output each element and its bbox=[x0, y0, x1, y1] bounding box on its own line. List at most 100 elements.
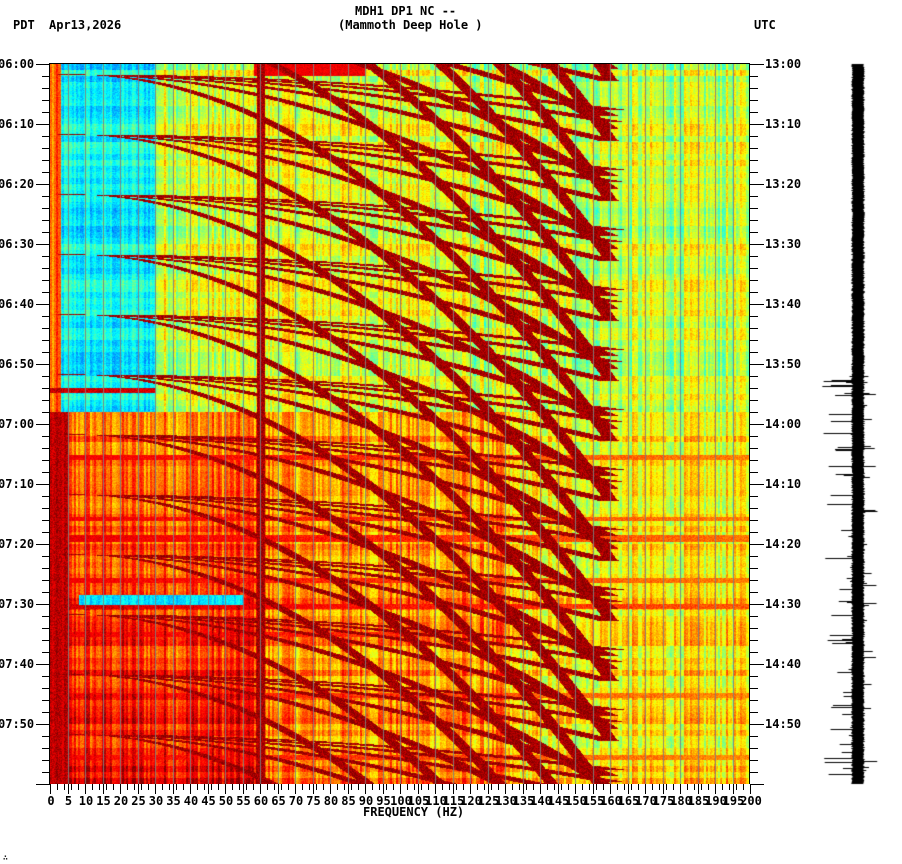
major-tick bbox=[36, 664, 50, 665]
frequency-label: 135 bbox=[512, 794, 535, 808]
right-time-label: 13:20 bbox=[765, 177, 802, 191]
x-minor-tick bbox=[232, 784, 233, 790]
x-major-tick bbox=[645, 784, 646, 794]
left-time-label: 06:00 bbox=[0, 57, 35, 71]
x-major-tick bbox=[103, 784, 104, 794]
frequency-label: 5 bbox=[64, 794, 73, 808]
x-minor-tick bbox=[323, 784, 324, 790]
minor-tick bbox=[750, 280, 758, 281]
frequency-label: 75 bbox=[306, 794, 321, 808]
minor-tick bbox=[750, 640, 758, 641]
x-minor-tick bbox=[169, 784, 170, 790]
x-major-tick bbox=[278, 784, 279, 794]
x-minor-tick bbox=[589, 784, 590, 790]
minor-tick bbox=[750, 388, 758, 389]
minor-tick bbox=[42, 388, 50, 389]
x-minor-tick bbox=[162, 784, 163, 790]
minor-tick bbox=[750, 532, 758, 533]
minor-tick bbox=[750, 148, 758, 149]
x-major-tick bbox=[173, 784, 174, 794]
minor-tick bbox=[42, 580, 50, 581]
frequency-label: 190 bbox=[705, 794, 727, 808]
minor-tick bbox=[750, 328, 758, 329]
x-major-tick bbox=[190, 784, 191, 794]
right-time-label: 13:10 bbox=[765, 117, 802, 131]
x-major-tick bbox=[85, 784, 86, 794]
minor-tick bbox=[750, 88, 758, 89]
x-major-tick bbox=[295, 784, 296, 794]
major-tick bbox=[750, 184, 764, 185]
minor-tick bbox=[750, 196, 758, 197]
minor-tick bbox=[42, 640, 50, 641]
station-location: (Mammoth Deep Hole ) bbox=[338, 18, 483, 32]
x-minor-tick bbox=[288, 784, 289, 790]
minor-tick bbox=[750, 136, 758, 137]
x-major-tick bbox=[715, 784, 716, 794]
x-minor-tick bbox=[673, 784, 674, 790]
x-minor-tick bbox=[596, 784, 597, 790]
x-minor-tick bbox=[176, 784, 177, 790]
minor-tick bbox=[750, 520, 758, 521]
minor-tick bbox=[42, 508, 50, 509]
x-minor-tick bbox=[106, 784, 107, 790]
frequency-label: 50 bbox=[218, 794, 234, 808]
right-time-label: 14:30 bbox=[765, 597, 802, 611]
frequency-label: 130 bbox=[495, 794, 517, 808]
x-minor-tick bbox=[239, 784, 240, 790]
minor-tick bbox=[42, 736, 50, 737]
minor-tick bbox=[750, 688, 758, 689]
minor-tick bbox=[750, 112, 758, 113]
minor-tick bbox=[750, 412, 758, 413]
x-minor-tick bbox=[617, 784, 618, 790]
frequency-label: 165 bbox=[617, 794, 640, 808]
x-major-tick bbox=[750, 784, 751, 794]
minor-tick bbox=[42, 160, 50, 161]
x-minor-tick bbox=[218, 784, 219, 790]
x-major-tick bbox=[523, 784, 524, 794]
x-major-tick bbox=[488, 784, 489, 794]
x-minor-tick bbox=[743, 784, 744, 790]
minor-tick bbox=[42, 436, 50, 437]
x-minor-tick bbox=[582, 784, 583, 790]
minor-tick bbox=[42, 748, 50, 749]
left-time-label: 07:00 bbox=[0, 417, 35, 431]
frequency-label: 35 bbox=[166, 794, 181, 808]
x-minor-tick bbox=[624, 784, 625, 790]
minor-tick bbox=[42, 208, 50, 209]
x-axis-title: FREQUENCY (HZ) bbox=[363, 805, 465, 819]
x-major-tick bbox=[68, 784, 69, 794]
x-minor-tick bbox=[687, 784, 688, 790]
minor-tick bbox=[42, 496, 50, 497]
major-tick bbox=[750, 364, 764, 365]
left-time-label: 06:30 bbox=[0, 237, 35, 251]
x-major-tick bbox=[470, 784, 471, 794]
frequency-label: 95 bbox=[376, 794, 391, 808]
minor-tick bbox=[42, 232, 50, 233]
x-minor-tick bbox=[449, 784, 450, 790]
x-minor-tick bbox=[652, 784, 653, 790]
x-minor-tick bbox=[421, 784, 422, 790]
x-minor-tick bbox=[736, 784, 737, 790]
minor-tick bbox=[750, 772, 758, 773]
x-major-tick bbox=[243, 784, 244, 794]
minor-tick bbox=[750, 448, 758, 449]
major-tick bbox=[36, 544, 50, 545]
frequency-label: 105 bbox=[407, 794, 430, 808]
major-tick bbox=[36, 244, 50, 245]
frequency-label: 90 bbox=[358, 794, 374, 808]
minor-tick bbox=[42, 592, 50, 593]
frequency-label: 150 bbox=[565, 794, 587, 808]
minor-tick bbox=[750, 568, 758, 569]
minor-tick bbox=[750, 160, 758, 161]
x-minor-tick bbox=[414, 784, 415, 790]
minor-tick bbox=[42, 376, 50, 377]
x-major-tick bbox=[418, 784, 419, 794]
x-minor-tick bbox=[78, 784, 79, 790]
minor-tick bbox=[42, 220, 50, 221]
x-minor-tick bbox=[512, 784, 513, 790]
minor-tick bbox=[750, 340, 758, 341]
x-minor-tick bbox=[337, 784, 338, 790]
footer-mark: ∴ bbox=[3, 853, 8, 862]
minor-tick bbox=[42, 712, 50, 713]
minor-tick bbox=[42, 688, 50, 689]
